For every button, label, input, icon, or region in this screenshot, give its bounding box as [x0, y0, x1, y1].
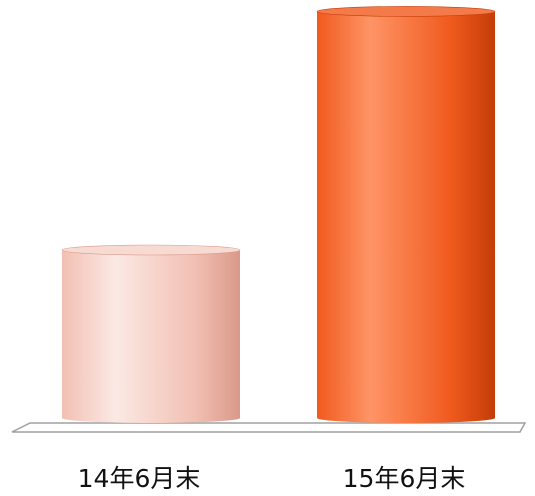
- cylinder-bar-body: [62, 250, 240, 423]
- cylinder-bar-body: [317, 11, 495, 423]
- bars-group: [61, 6, 496, 423]
- chart-floor: [11, 422, 527, 433]
- cylinder-bar-top: [316, 6, 496, 17]
- x-tick-label: 14年6月末: [78, 464, 201, 493]
- cylinder-bar-top: [61, 244, 241, 256]
- x-tick-label: 15年6月末: [343, 464, 466, 493]
- x-axis-tick-labels: 14年6月末 15年6月末: [78, 464, 466, 493]
